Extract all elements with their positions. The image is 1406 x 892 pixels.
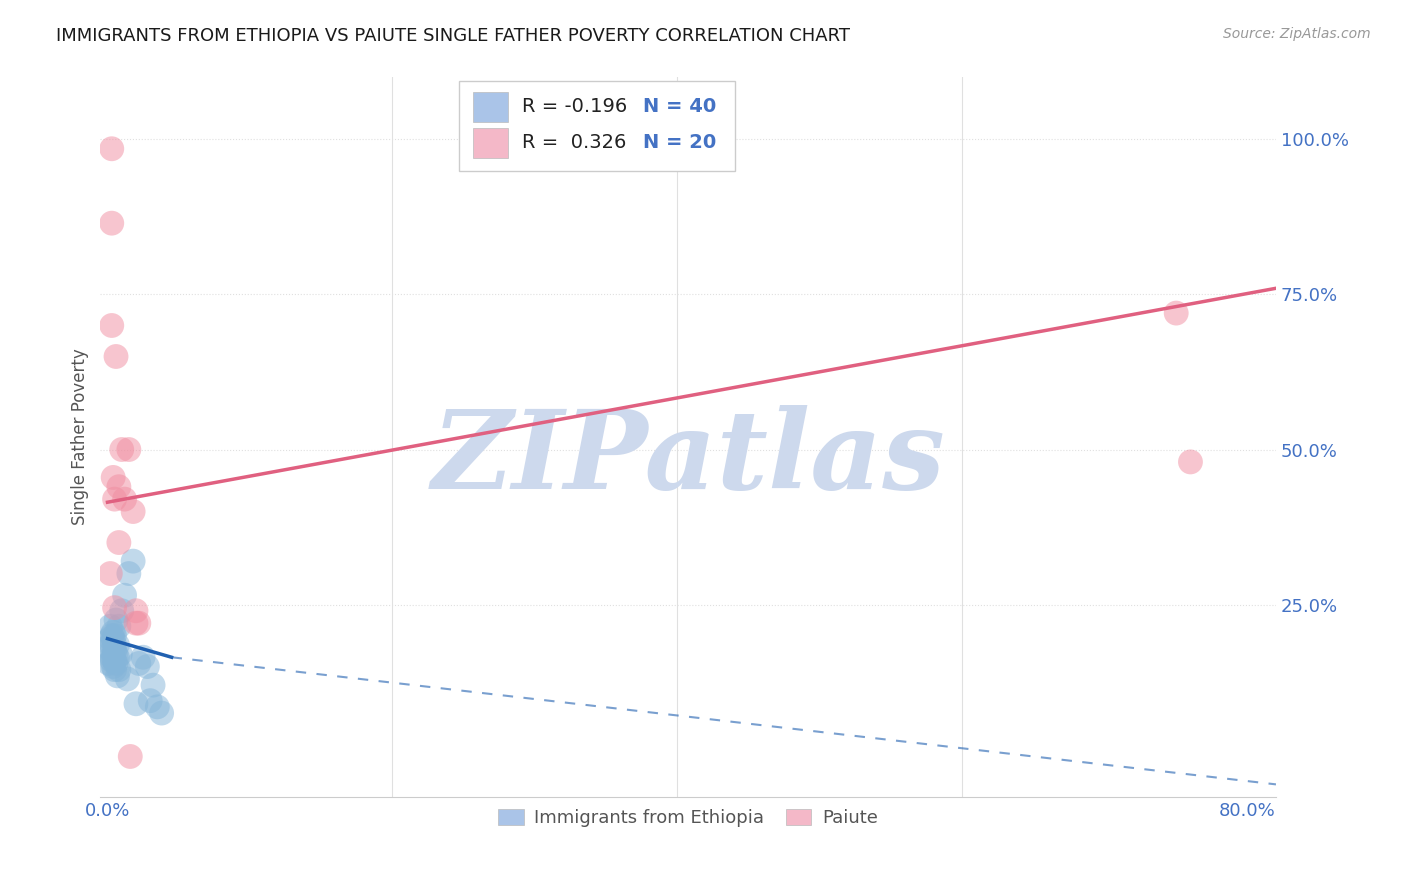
Legend: Immigrants from Ethiopia, Paiute: Immigrants from Ethiopia, Paiute — [491, 802, 886, 835]
Point — [125, 697, 148, 711]
FancyBboxPatch shape — [458, 81, 735, 171]
Y-axis label: Single Father Poverty: Single Father Poverty — [72, 349, 89, 525]
Point — [104, 629, 127, 643]
Point — [98, 619, 121, 633]
Point — [100, 629, 122, 643]
Text: N = 20: N = 20 — [644, 134, 717, 153]
Point — [142, 678, 165, 692]
Point — [136, 659, 159, 673]
Point — [118, 442, 141, 457]
Point — [100, 653, 122, 667]
Point — [98, 566, 121, 581]
Point — [101, 650, 124, 665]
Point — [146, 699, 169, 714]
Point — [105, 647, 128, 661]
Point — [101, 470, 124, 484]
Point — [104, 600, 127, 615]
Point — [132, 650, 155, 665]
Point — [128, 657, 150, 671]
Point — [128, 616, 150, 631]
Point — [108, 535, 131, 549]
Text: R = -0.196: R = -0.196 — [523, 97, 627, 117]
Point — [104, 644, 127, 658]
Point — [107, 638, 129, 652]
Point — [104, 492, 127, 507]
Point — [125, 604, 148, 618]
Point — [105, 350, 128, 364]
Point — [111, 604, 134, 618]
Point — [97, 657, 120, 671]
Point — [101, 632, 124, 646]
Point — [101, 659, 124, 673]
Point — [105, 613, 128, 627]
Point — [108, 619, 131, 633]
Point — [100, 644, 122, 658]
Point — [118, 566, 141, 581]
Point — [104, 638, 127, 652]
Point — [111, 442, 134, 457]
Point — [1180, 455, 1202, 469]
Point — [122, 504, 145, 518]
Point — [100, 216, 122, 230]
Point — [114, 588, 136, 602]
Point — [139, 693, 162, 707]
Text: Source: ZipAtlas.com: Source: ZipAtlas.com — [1223, 27, 1371, 41]
Point — [110, 647, 132, 661]
Point — [104, 663, 127, 677]
Point — [100, 142, 122, 156]
Point — [107, 650, 129, 665]
Point — [100, 318, 122, 333]
Point — [117, 672, 139, 686]
Point — [98, 632, 121, 646]
Point — [104, 653, 127, 667]
FancyBboxPatch shape — [472, 92, 509, 122]
Point — [100, 650, 122, 665]
Text: R =  0.326: R = 0.326 — [523, 134, 627, 153]
Point — [150, 706, 173, 720]
Point — [1166, 306, 1188, 320]
Point — [100, 638, 122, 652]
Text: IMMIGRANTS FROM ETHIOPIA VS PAIUTE SINGLE FATHER POVERTY CORRELATION CHART: IMMIGRANTS FROM ETHIOPIA VS PAIUTE SINGL… — [56, 27, 851, 45]
Point — [108, 663, 131, 677]
FancyBboxPatch shape — [472, 128, 509, 158]
Text: N = 40: N = 40 — [644, 97, 717, 117]
Point — [125, 616, 148, 631]
Point — [98, 638, 121, 652]
Point — [107, 669, 129, 683]
Point — [114, 492, 136, 507]
Point — [122, 554, 145, 568]
Text: ZIPatlas: ZIPatlas — [432, 405, 945, 512]
Point — [105, 657, 128, 671]
Point — [101, 625, 124, 640]
Point — [108, 480, 131, 494]
Point — [120, 749, 142, 764]
